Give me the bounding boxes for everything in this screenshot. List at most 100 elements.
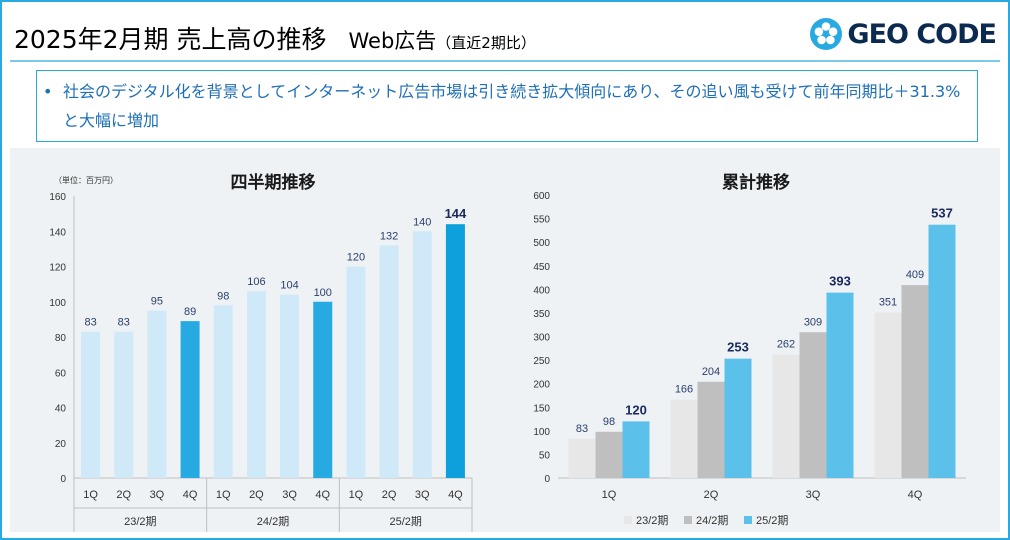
y-tick-label: 400 [533,285,550,296]
x-tick-label: 4Q [908,489,923,501]
legend-label: 23/2期 [636,514,668,527]
y-tick-label: 150 [533,403,550,414]
y-tick-label: 500 [533,238,550,249]
data-label: 262 [777,338,795,350]
x-tick-label: 3Q [806,489,821,501]
chart-title: 累計推移 [722,172,790,192]
summary-box: • 社会のデジタル化を背景としてインターネット広告市場は引き続き拡大傾向にあり、… [36,70,978,142]
bar [826,292,854,478]
data-label: 204 [702,366,720,378]
data-label: 98 [217,290,229,302]
x-tick-label: 4Q [183,489,198,501]
bar [772,354,800,478]
bar [246,291,266,478]
y-tick-label: 550 [533,215,550,226]
y-tick-label: 20 [55,439,67,450]
cumulative-chart: 累計推移 0 50 100 150 200 250 300 350 400 450 500 550 600… [533,172,966,527]
title-bar: 2025年2月期 売上高の推移 Web広告（直近2期比） GEO CODE [10,10,1000,62]
charts-panel: 四半期推移 （単位：百万円） 0 20 40 60 80 100 120 140 160 83 1Q 83… [10,148,1000,532]
bar [670,399,698,478]
x-tick-label: 2Q [382,489,397,501]
group-label: 23/2期 [124,515,156,528]
bar [874,312,902,478]
bar [379,245,399,478]
data-label: 98 [603,416,615,428]
bar [901,285,929,478]
bar [697,381,725,478]
data-label: 106 [247,276,265,288]
x-tick-label: 2Q [249,489,264,501]
bar [724,358,752,478]
y-tick-label: 300 [533,333,550,344]
x-tick-label: 1Q [216,489,231,501]
group-label: 24/2期 [257,515,289,528]
data-label: 100 [314,287,332,299]
y-tick-label: 160 [49,192,66,203]
legend-swatch [684,516,692,524]
unit-label: （単位：百万円） [54,175,118,185]
bar [928,224,956,478]
logo-text: GEO CODE [847,18,997,50]
bar [622,421,650,478]
page-title: 2025年2月期 売上高の推移 Web広告（直近2期比） [14,20,536,56]
y-tick-label: 120 [49,263,66,274]
data-label: 409 [906,269,924,281]
y-tick-label: 600 [533,191,550,202]
bar [81,331,101,478]
bar [213,305,233,478]
data-label: 120 [625,402,647,417]
x-tick-label: 3Q [415,489,430,501]
title-note: （直近2期比） [436,34,536,52]
x-tick-label: 2Q [704,489,719,501]
bar [595,431,623,478]
x-tick-label: 4Q [315,489,330,501]
title-subtitle: Web広告 [348,29,437,53]
data-label: 144 [445,206,467,221]
x-tick-label: 1Q [83,489,98,501]
company-logo: GEO CODE [809,14,997,54]
data-label: 83 [576,423,588,435]
y-tick-label: 450 [533,262,550,273]
chart-title: 四半期推移 [231,172,316,192]
y-tick-label: 100 [533,427,550,438]
summary-text: 社会のデジタル化を背景としてインターネット広告市場は引き続き拡大傾向にあり、その… [63,82,961,130]
legend-swatch [624,516,632,524]
bar [147,310,167,478]
x-tick-label: 1Q [349,489,364,501]
legend-label: 25/2期 [756,514,788,527]
data-label: 132 [380,230,398,242]
data-label: 120 [347,252,365,264]
data-label: 89 [184,306,196,318]
title-text: 2025年2月期 売上高の推移 [14,25,327,54]
y-tick-label: 60 [55,368,67,379]
legend-label: 24/2期 [696,514,728,527]
bar [445,224,465,478]
y-tick-label: 0 [60,474,66,485]
y-tick-label: 200 [533,380,550,391]
bar [799,332,827,478]
y-tick-label: 50 [539,450,551,461]
bar [412,231,432,478]
y-tick-label: 40 [55,404,67,415]
data-label: 140 [413,216,431,228]
data-label: 166 [675,384,693,396]
bar [568,438,596,478]
y-tick-label: 100 [49,298,66,309]
data-label: 83 [84,317,96,329]
data-label: 309 [804,316,822,328]
summary-bullet: • [43,82,53,101]
legend-swatch [744,516,752,524]
bar [346,266,366,478]
y-tick-label: 80 [55,333,67,344]
y-tick-label: 0 [544,474,550,485]
bar [114,331,134,478]
y-tick-label: 140 [49,227,66,238]
x-tick-label: 2Q [116,489,131,501]
data-label: 253 [727,340,749,355]
data-label: 95 [151,296,163,308]
y-tick-label: 250 [533,356,550,367]
y-tick-label: 350 [533,309,550,320]
data-label: 393 [829,274,851,289]
bar [313,301,333,478]
